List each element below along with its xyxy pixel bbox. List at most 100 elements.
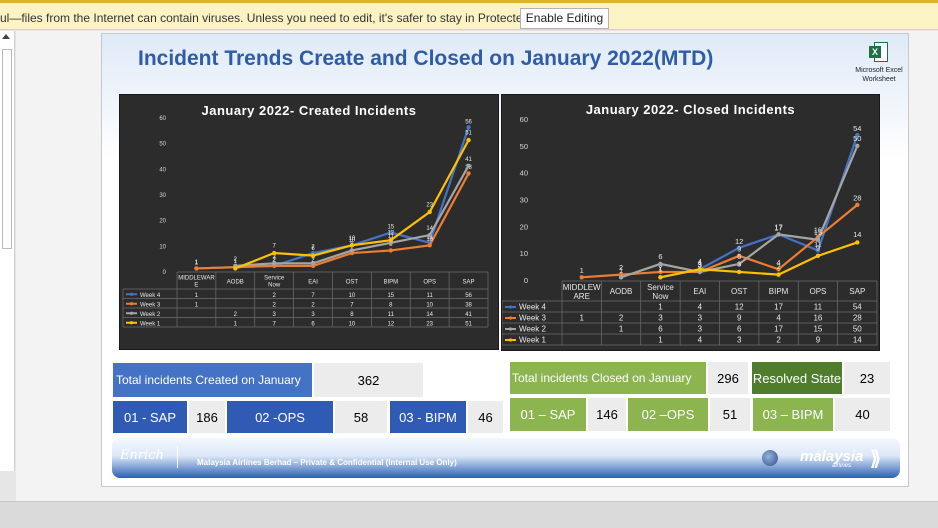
data-label: 9 [816, 243, 820, 252]
category-label: AODB [227, 280, 244, 286]
data-label: 7 [273, 244, 277, 250]
data-label: 2 [273, 258, 277, 264]
created-bipm-value: 46 [468, 401, 503, 433]
table-cell: 15 [387, 293, 394, 299]
legend-entry: Week 2 [519, 325, 547, 334]
data-label: 1 [580, 266, 584, 275]
footer-divider [177, 446, 178, 468]
data-point [466, 163, 471, 168]
series-line [196, 172, 470, 270]
table-cell: 1 [579, 314, 584, 323]
data-label: 2 [273, 257, 277, 263]
data-point [427, 232, 432, 238]
y-tick-label: 30 [520, 196, 528, 205]
data-label: 28 [853, 193, 861, 202]
table-cell: 12 [387, 321, 394, 327]
legend-entry: Week 2 [140, 312, 161, 318]
y-tick-label: 30 [159, 193, 166, 199]
status-area [0, 501, 938, 528]
legend-entry: Week 4 [519, 303, 547, 312]
data-point [310, 253, 316, 258]
table-cell: 11 [814, 303, 823, 312]
category-label: Service Now [264, 276, 285, 289]
table-cell: 10 [426, 302, 433, 308]
table-cell: 3 [737, 336, 742, 345]
data-label: 1 [195, 260, 199, 266]
table-cell: 3 [273, 312, 277, 318]
table-cell: 1 [658, 336, 663, 345]
category-label: OPS [423, 280, 436, 286]
data-point [855, 132, 860, 138]
legend-entry: Week 3 [519, 314, 547, 323]
data-label: 6 [737, 252, 741, 261]
closed-bipm-label: 03 – BIPM [753, 398, 833, 431]
table-cell: 10 [349, 321, 356, 327]
table-cell: 3 [311, 312, 315, 318]
data-point [310, 261, 316, 266]
data-label: 1 [234, 259, 238, 265]
closed-total-value: 296 [708, 362, 748, 394]
chart-svg: 0102030405060127101511561227810382338111… [122, 116, 489, 328]
table-cell: 16 [813, 314, 822, 323]
data-point [388, 248, 394, 253]
data-point [697, 267, 703, 272]
legend-entry: Week 3 [140, 302, 161, 308]
data-point [736, 245, 742, 250]
table-cell: 15 [813, 325, 822, 334]
created-incidents-chart: January 2022- Created Incidents 0 10 20 30 4… [119, 94, 499, 350]
y-tick-label: 10 [159, 244, 166, 250]
data-point [736, 261, 742, 267]
data-point [815, 237, 821, 242]
enable-editing-button[interactable]: Enable Editing [520, 8, 609, 29]
data-label: 11 [388, 234, 395, 240]
data-point [466, 125, 471, 130]
table-cell: 7 [311, 293, 315, 299]
closed-ops-value: 51 [710, 398, 750, 431]
data-point [194, 266, 199, 271]
data-label: 4 [698, 257, 702, 266]
category-label: OPS [809, 287, 826, 296]
enrich-logo: Enrich [120, 448, 164, 463]
data-point [776, 272, 781, 277]
table-cell: 8 [350, 312, 354, 318]
y-tick-label: 40 [159, 167, 166, 173]
data-point [776, 267, 781, 272]
data-point [349, 243, 355, 248]
table-cell: 14 [426, 312, 433, 318]
data-label: 10 [426, 237, 433, 243]
data-label: 7 [350, 245, 354, 251]
table-cell: 2 [273, 302, 277, 308]
scroll-up-icon[interactable] [2, 34, 10, 39]
table-cell: 51 [465, 321, 472, 327]
created-sap-label: 01 - SAP [113, 401, 187, 433]
table-cell: 10 [349, 293, 356, 299]
legend-marker [129, 321, 134, 325]
data-point [736, 269, 742, 275]
table-cell: 2 [273, 293, 277, 299]
data-label: 4 [776, 258, 780, 267]
table-cell: 1 [619, 325, 624, 334]
slide-thumbnail[interactable] [2, 49, 12, 249]
y-tick-label: 10 [520, 249, 528, 258]
embedded-excel-object[interactable]: X Microsoft Excel Worksheet [850, 42, 908, 84]
table-cell: 1 [658, 303, 663, 312]
created-total-value: 362 [314, 363, 423, 397]
data-point [815, 253, 821, 259]
malaysia-airlines-logo: malaysia [800, 448, 864, 465]
legend-entry: Week 4 [140, 293, 161, 299]
data-point [466, 171, 471, 176]
table-cell: 14 [853, 336, 862, 345]
data-label: 8 [389, 242, 393, 248]
data-label: 10 [349, 236, 356, 242]
table-cell: 11 [427, 293, 434, 299]
data-point [855, 202, 860, 208]
data-label: 2 [776, 262, 780, 271]
table-cell: 2 [776, 336, 781, 345]
data-label: 7 [311, 245, 315, 251]
table-cell: 4 [776, 314, 781, 323]
protected-view-message: ul—files from the Internet can contain v… [0, 11, 562, 25]
data-point [736, 253, 742, 259]
data-label: 4 [698, 258, 702, 267]
legend-entry: Week 1 [140, 321, 161, 327]
data-label: 12 [735, 237, 743, 246]
